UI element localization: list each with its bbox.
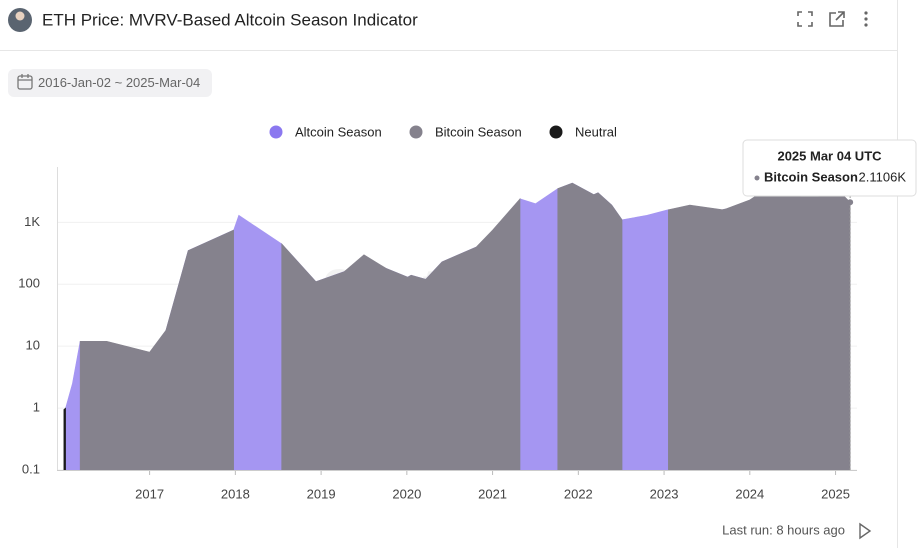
date-chip[interactable]: [8, 69, 212, 97]
x-tick-label: 2017: [135, 486, 164, 501]
legend-marker: [549, 125, 563, 139]
y-tick-label: 0.1: [22, 461, 40, 476]
x-tick-label: 2021: [478, 486, 507, 501]
legend-label: Neutral: [575, 124, 617, 139]
x-tick-label: 2025: [821, 486, 850, 501]
tooltip-marker: [754, 175, 760, 181]
legend-marker: [269, 125, 283, 139]
tooltip-series: Bitcoin Season: [764, 169, 858, 184]
area-segment: [668, 186, 851, 471]
y-tick-label: 1K: [24, 214, 40, 229]
calendar-icon: [17, 74, 33, 90]
legend-label: Bitcoin Season: [435, 124, 522, 139]
legend-label: Altcoin Season: [295, 124, 382, 139]
y-tick-label: 10: [26, 338, 40, 353]
y-tick-label: 1: [33, 400, 40, 415]
tooltip-point: [847, 199, 854, 206]
area-segment: [63, 407, 66, 471]
chart-title: ETH Price: MVRV-Based Altcoin Season Ind…: [42, 10, 418, 29]
legend-marker: [409, 125, 423, 139]
tooltip-value: 2.1106K: [859, 169, 907, 184]
date-range: 2016-Jan-02 ~ 2025-Mar-04: [38, 75, 200, 90]
x-tick-label: 2018: [221, 486, 250, 501]
x-tick-label: 2023: [650, 486, 679, 501]
run-button[interactable]: [859, 522, 872, 540]
y-tick-label: 100: [18, 276, 40, 291]
fullscreen-button[interactable]: [797, 11, 813, 27]
last-run: Last run: 8 hours ago: [722, 522, 845, 537]
open-button[interactable]: [829, 11, 845, 27]
avatar-face: [15, 11, 25, 21]
area-segment: [79, 229, 234, 471]
x-tick-label: 2024: [735, 486, 764, 501]
tooltip-title: 2025 Mar 04 UTC: [777, 148, 882, 163]
area-segment: [281, 197, 521, 471]
menu-button[interactable]: [864, 11, 868, 27]
x-tick-label: 2019: [307, 486, 336, 501]
x-tick-label: 2022: [564, 486, 593, 501]
area-segment: [65, 341, 81, 471]
x-tick-label: 2020: [392, 486, 421, 501]
tooltip-box: [742, 139, 917, 197]
area-segment: [557, 182, 623, 471]
